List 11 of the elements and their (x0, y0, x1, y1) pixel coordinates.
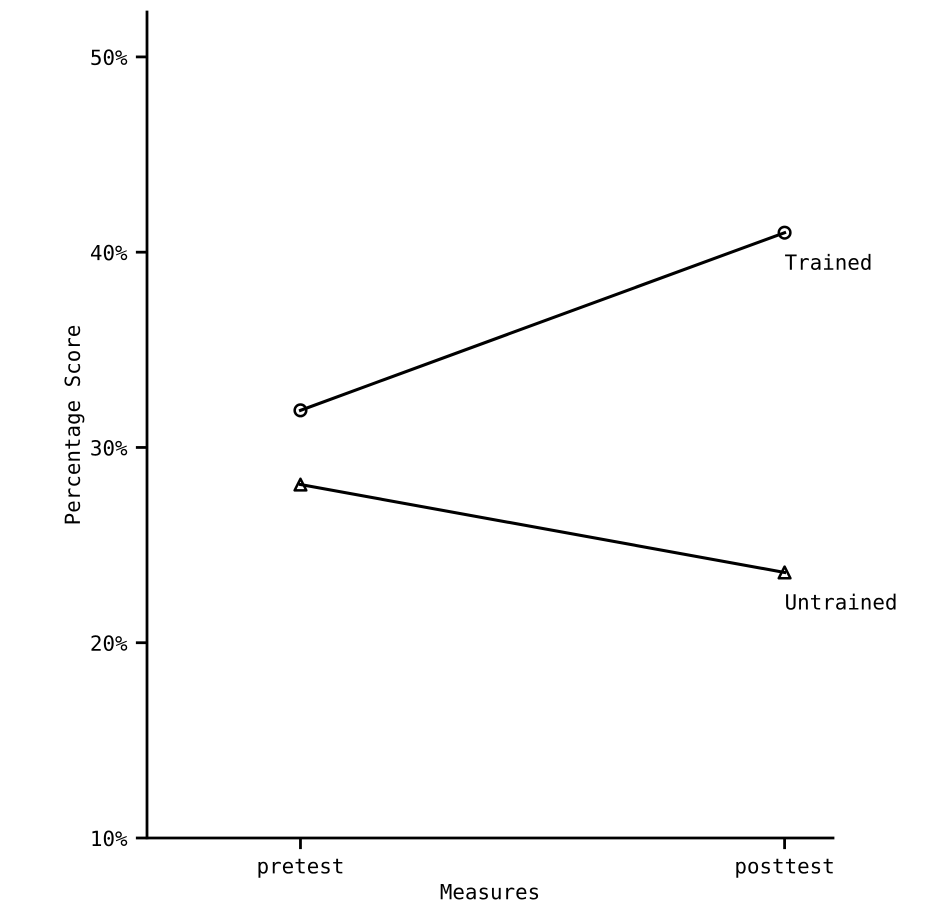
x-tick-label: posttest (736, 858, 833, 878)
y-tick-label: 10% (92, 830, 128, 846)
x-tick-label: pretest (258, 858, 342, 878)
y-tick-label: 30% (91, 440, 128, 456)
y-axis-title: Percentage Score (64, 326, 84, 524)
series-label: Trained (785, 254, 870, 270)
y-tick-label: 50% (91, 49, 128, 66)
y-tick-label: 20% (91, 635, 128, 651)
series-label: Untrained (786, 594, 896, 610)
y-tick-label: 40% (90, 244, 128, 260)
x-axis-title: Measures (440, 884, 538, 900)
